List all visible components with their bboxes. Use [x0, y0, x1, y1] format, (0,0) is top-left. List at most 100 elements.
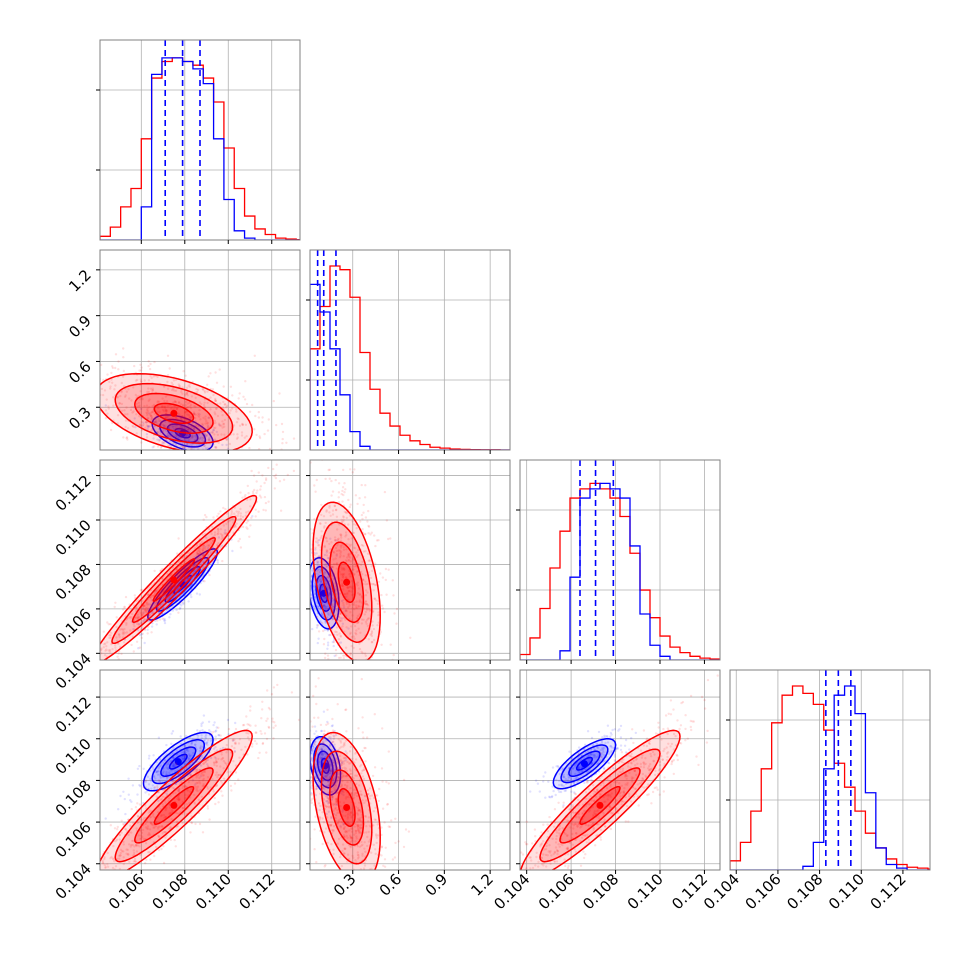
sample-point: [323, 563, 327, 567]
sample-point: [286, 473, 289, 477]
sample-point: [200, 756, 204, 759]
contour-line: [100, 494, 258, 660]
sample-point: [43, 941, 45, 943]
sample-point: [328, 542, 331, 546]
sample-point: [336, 538, 339, 541]
sample-point: [360, 601, 363, 604]
sample-point: [157, 779, 161, 782]
sample-point: [203, 444, 206, 447]
sample-point: [200, 541, 204, 544]
sample-point: [190, 743, 193, 746]
sample-point: [274, 724, 277, 727]
sample-point: [112, 396, 115, 399]
sample-point: [179, 606, 182, 610]
sample-point: [188, 756, 191, 759]
sample-point: [131, 411, 134, 414]
sample-point: [122, 630, 125, 633]
sample-point: [275, 463, 278, 466]
sample-point: [167, 444, 170, 447]
sample-point: [138, 803, 142, 806]
sample-point: [209, 756, 213, 760]
sample-point: [338, 549, 342, 552]
sample-point: [189, 417, 192, 420]
sample-point: [150, 415, 153, 418]
sample-point: [146, 606, 149, 609]
sample-point: [349, 631, 352, 634]
sample-point: [226, 520, 230, 524]
sample-point: [254, 724, 257, 727]
sample-point: [222, 524, 226, 527]
sample-point: [102, 672, 104, 674]
sample-point: [302, 448, 304, 450]
sample-point: [186, 394, 189, 397]
sample-point: [165, 793, 169, 796]
sample-point: [153, 421, 156, 424]
sample-point: [359, 563, 363, 566]
sample-point: [104, 817, 107, 820]
sample-point: [151, 389, 155, 392]
sample-point: [243, 436, 246, 439]
sample-point: [331, 605, 335, 608]
sample-point: [169, 584, 173, 587]
sample-point: [123, 413, 127, 416]
sample-point: [133, 455, 135, 457]
sample-point: [341, 486, 345, 489]
sample-point: [200, 551, 203, 554]
sample-point: [162, 606, 165, 610]
sample-point: [309, 874, 311, 876]
sample-point: [185, 392, 188, 395]
sample-point: [170, 732, 173, 735]
sample-point: [364, 484, 367, 487]
sample-point: [169, 613, 172, 616]
sample-point: [383, 490, 387, 494]
sample-point: [144, 426, 147, 429]
sample-point: [206, 805, 209, 808]
sample-point: [188, 427, 191, 430]
sample-point: [342, 567, 345, 570]
sample-point: [179, 433, 182, 437]
sample-point: [337, 537, 340, 540]
sample-point: [311, 569, 314, 572]
sample-point: [174, 400, 177, 403]
sample-point: [151, 405, 154, 408]
sample-point: [105, 398, 108, 401]
sample-point: [185, 748, 189, 752]
sample-point: [339, 533, 342, 536]
sample-point: [135, 413, 138, 416]
sample-point: [341, 584, 344, 587]
sample-point: [149, 858, 152, 861]
sample-point: [184, 411, 187, 414]
sample-point: [172, 762, 175, 766]
sample-point: [347, 498, 350, 502]
sample-point: [249, 709, 252, 712]
sample-point: [293, 476, 295, 478]
sample-point: [319, 577, 322, 580]
sample-point: [244, 380, 247, 383]
sample-point: [303, 747, 305, 749]
sample-point: [150, 411, 153, 414]
sample-point: [345, 548, 348, 551]
sample-point: [200, 402, 203, 406]
sample-point: [325, 549, 328, 552]
sample-point: [85, 915, 87, 917]
sample-point: [315, 730, 318, 733]
sample-point: [322, 571, 325, 574]
sample-point: [348, 604, 351, 607]
sample-point: [185, 400, 188, 404]
sample-point: [95, 873, 97, 875]
sample-point: [274, 476, 278, 480]
sample-point: [138, 616, 141, 619]
sample-point: [171, 593, 174, 596]
sample-point: [151, 387, 154, 390]
sample-point: [353, 672, 355, 674]
sample-point: [129, 408, 133, 412]
sample-point: [197, 553, 201, 557]
sample-point: [216, 533, 219, 536]
sample-point: [243, 398, 247, 401]
sample-point: [158, 591, 161, 595]
sample-point: [128, 615, 132, 619]
sample-point: [206, 546, 210, 550]
sample-point: [90, 669, 92, 671]
sample-point: [351, 520, 354, 523]
sample-point: [201, 831, 205, 834]
